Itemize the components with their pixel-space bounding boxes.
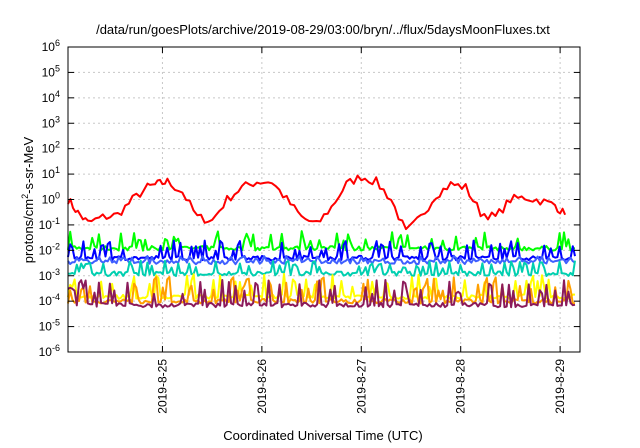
y-tick-exp: -5 (52, 318, 60, 328)
y-tick-exp: -4 (52, 292, 60, 302)
y-tick-exp: 3 (55, 114, 60, 124)
y-tick-base: 10 (42, 116, 56, 130)
y-tick-label: 105 (42, 63, 60, 79)
y-tick-base: 10 (39, 345, 53, 359)
y-tick-base: 10 (39, 294, 53, 308)
y-tick-exp: -6 (52, 343, 60, 353)
series-line-3 (67, 255, 576, 266)
series-line-0 (67, 174, 567, 231)
y-tick-label: 10-1 (39, 216, 60, 232)
y-tick-exp: -2 (52, 241, 60, 251)
x-tick-label: 2019-8-25 (155, 359, 169, 414)
x-ticks: 2019-8-25 2019-8-26 2019-8-27 2019-8-28 2019… (155, 47, 567, 414)
y-tick-exp: -3 (52, 267, 60, 277)
series-group (67, 174, 576, 309)
chart-title: /data/run/goesPlots/archive/2019-08-29/0… (96, 22, 550, 37)
y-tick-exp: 2 (55, 140, 60, 150)
y-label-suffix: -s-sr-MeV (21, 136, 36, 193)
y-tick-exp: 5 (55, 63, 60, 73)
y-tick-exp: -1 (52, 216, 60, 226)
x-tick-label: 2019-8-26 (255, 359, 269, 414)
y-tick-base: 10 (42, 65, 56, 79)
y-tick-label: 101 (42, 165, 60, 181)
y-tick-exp: 4 (55, 89, 60, 99)
y-tick-label: 10-3 (39, 267, 60, 283)
y-axis-label: protons/cm2-s-sr-MeV (20, 136, 36, 263)
series-line-7 (67, 279, 576, 309)
y-tick-label: 10-2 (39, 241, 60, 257)
y-tick-label: 10-6 (39, 343, 60, 359)
y-tick-base: 10 (39, 218, 53, 232)
y-tick-base: 10 (42, 142, 56, 156)
y-tick-exp: 6 (55, 38, 60, 48)
x-tick-label: 2019-8-27 (354, 359, 368, 414)
x-axis-label: Coordinated Universal Time (UTC) (223, 428, 422, 443)
y-tick-base: 10 (39, 269, 53, 283)
y-tick-label: 10-5 (39, 318, 60, 334)
y-label-prefix: protons/cm (21, 199, 36, 263)
y-tick-label: 10-4 (39, 292, 60, 308)
y-tick-base: 10 (39, 243, 53, 257)
x-tick-label: 2019-8-29 (553, 359, 567, 414)
y-tick-base: 10 (39, 320, 53, 334)
y-label-sup: 2 (20, 194, 30, 199)
x-tick-label: 2019-8-28 (454, 359, 468, 414)
series-line-6 (67, 276, 576, 305)
y-tick-exp: 1 (55, 165, 60, 175)
y-tick-base: 10 (42, 167, 56, 181)
y-tick-label: 104 (42, 89, 60, 105)
y-tick-label: 103 (42, 114, 60, 130)
y-ticks: 10-610-510-410-310-210-11001011021031041… (39, 38, 580, 359)
y-tick-base: 10 (42, 193, 56, 207)
y-tick-label: 100 (42, 191, 60, 207)
y-tick-exp: 0 (55, 191, 60, 201)
y-tick-label: 106 (42, 38, 60, 54)
series-line-4 (67, 259, 576, 277)
y-tick-label: 102 (42, 140, 60, 156)
y-tick-base: 10 (42, 91, 56, 105)
y-tick-base: 10 (42, 40, 56, 54)
